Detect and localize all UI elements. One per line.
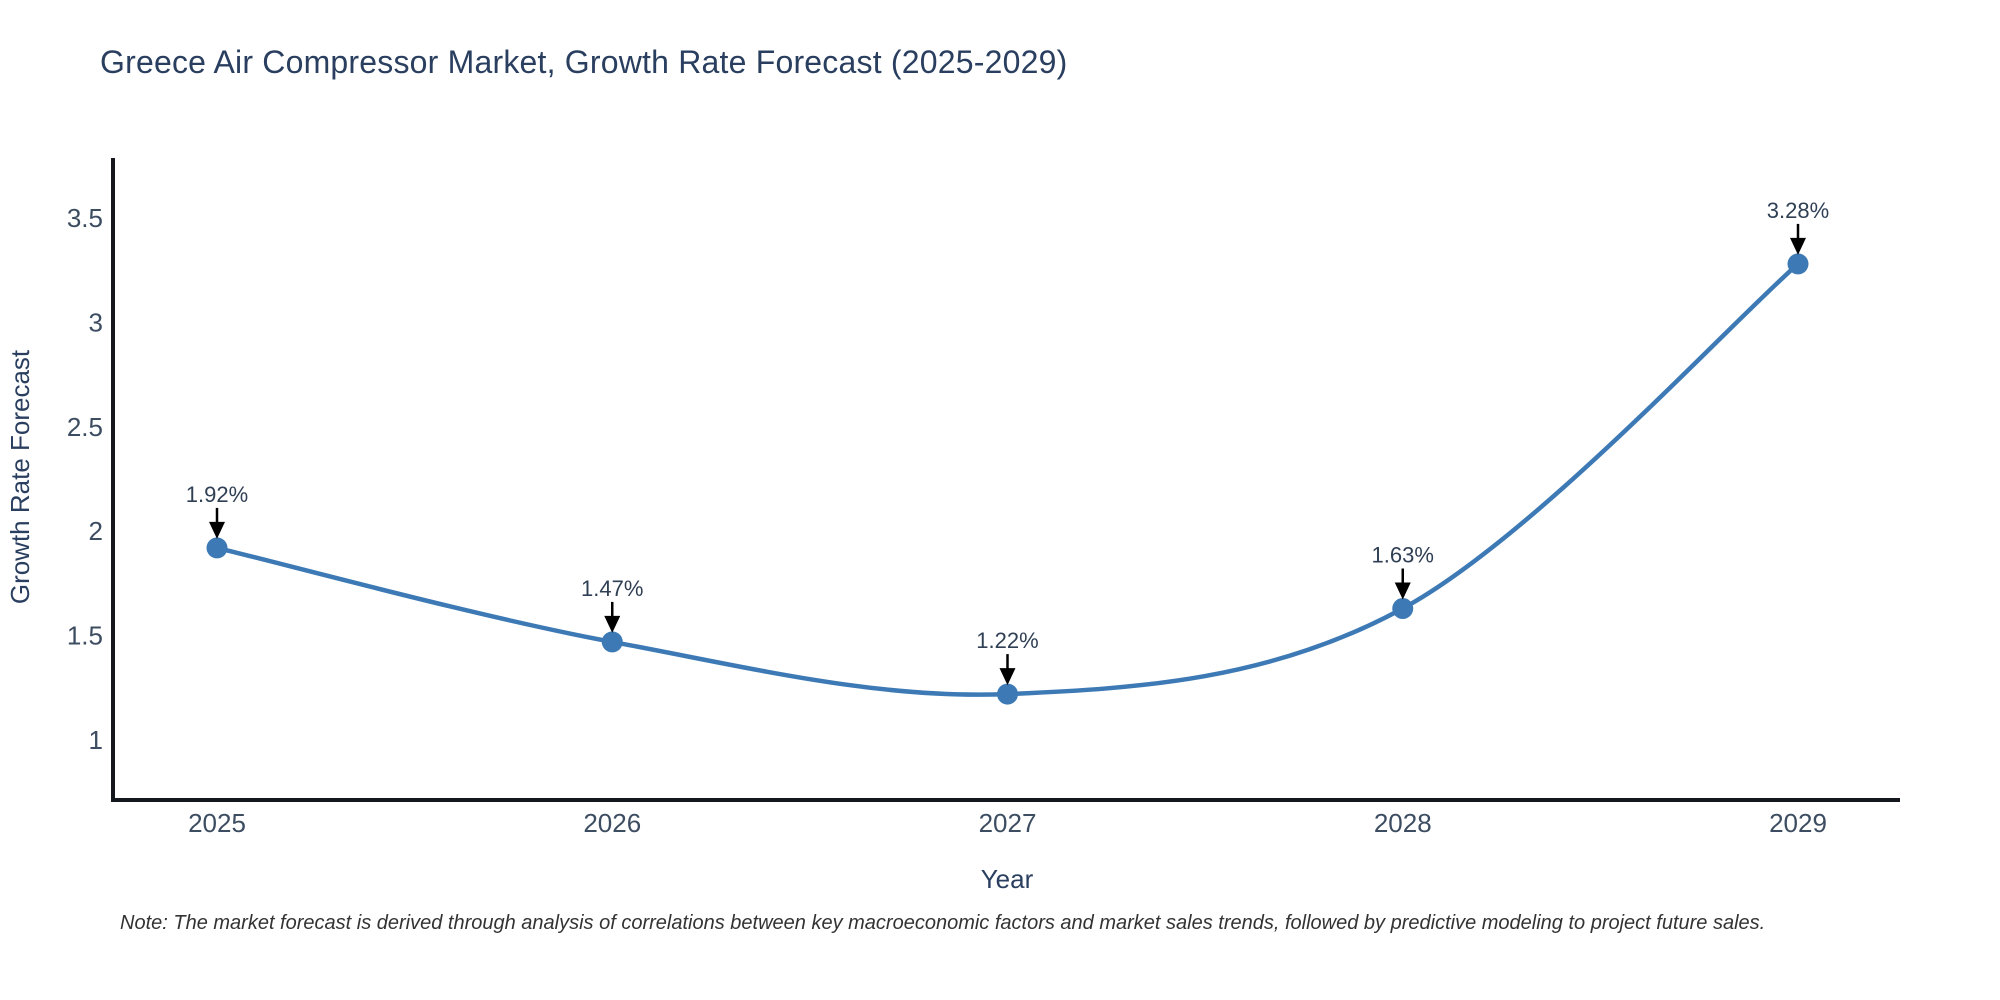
point-annotation: 3.28% [1767,198,1829,255]
annotation-value-label: 3.28% [1767,198,1829,223]
chart-note: Note: The market forecast is derived thr… [120,912,1766,934]
annotation-value-label: 1.92% [186,482,248,507]
x-axis-title: Year [981,864,1034,894]
x-tick-label: 2025 [188,808,246,838]
series-layer [206,253,1809,705]
point-annotation: 1.63% [1372,543,1434,600]
y-tick-label: 2.5 [67,412,103,442]
x-tick-label: 2028 [1374,808,1432,838]
annotation-value-label: 1.22% [976,628,1038,653]
point-annotation: 1.22% [976,628,1039,686]
y-tick-label: 2 [89,516,103,546]
y-tick-label: 3.5 [67,203,103,233]
data-point-marker [206,537,228,559]
point-annotation: 1.92% [186,482,248,539]
data-point-marker [1392,598,1414,619]
x-tick-label: 2029 [1769,808,1827,838]
annotation-arrowhead-icon [999,668,1016,686]
axis-lines [111,158,1900,802]
annotation-value-label: 1.63% [1372,543,1434,568]
y-tick-label: 1.5 [67,621,103,651]
y-tick-label: 3 [89,307,103,337]
data-point-marker [997,683,1018,705]
y-axis-title: Growth Rate Forecast [5,349,35,604]
annotation-arrowhead-icon [1394,582,1411,600]
ticks-layer: 1 1.5 2 2.5 3 3.5 2025 2026 2027 2028 2029 [67,203,1827,838]
annotation-arrowhead-icon [209,521,225,539]
y-tick-label: 1 [89,725,103,755]
annotation-arrowhead-icon [604,615,621,633]
x-tick-label: 2027 [979,808,1037,838]
chart-title: Greece Air Compressor Market, Growth Rat… [100,44,1068,80]
axes-layer [111,158,1900,802]
annotation-value-label: 1.47% [581,576,643,601]
data-point-marker [601,631,623,653]
annotation-arrowhead-icon [1790,237,1806,255]
x-tick-label: 2026 [583,808,641,838]
annotations-layer: 1.92% 1.47% 1.22% 1.63% 3.28% [186,198,1829,686]
data-point-marker [1787,253,1809,275]
point-annotation: 1.47% [581,576,643,633]
